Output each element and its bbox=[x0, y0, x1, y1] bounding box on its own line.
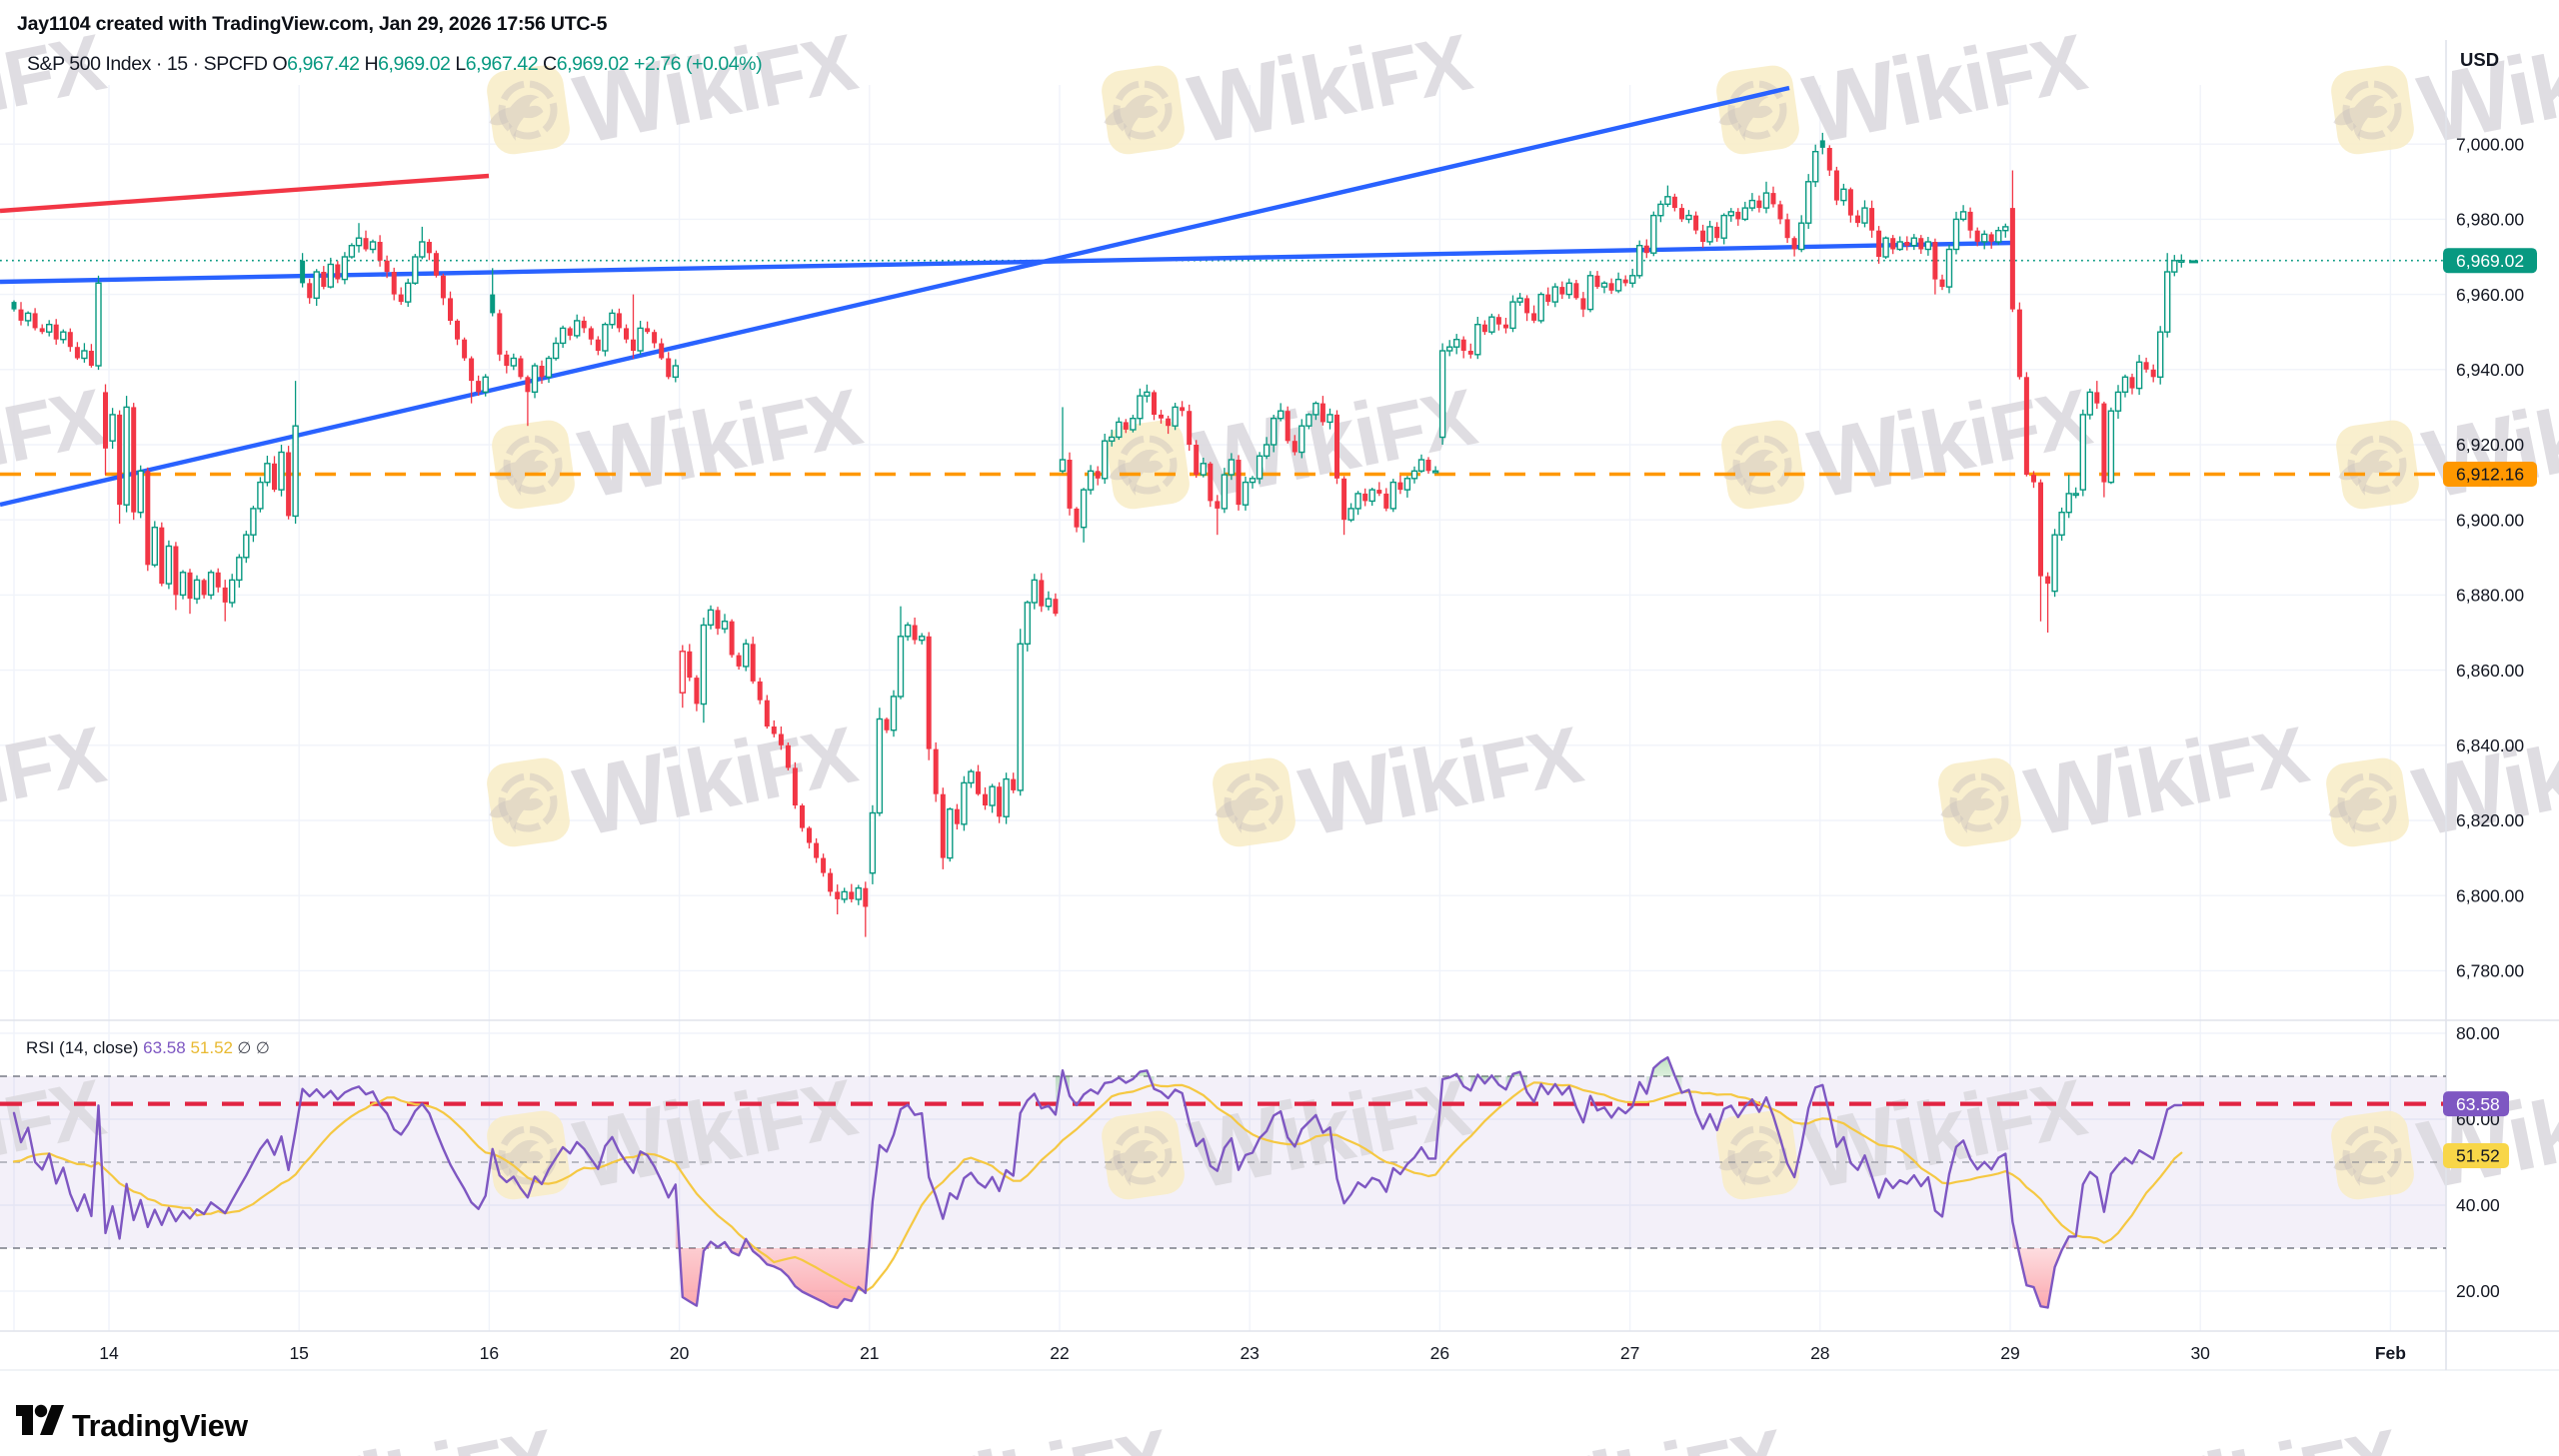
svg-text:63.58: 63.58 bbox=[2456, 1094, 2500, 1114]
svg-text:40.00: 40.00 bbox=[2456, 1195, 2500, 1215]
svg-text:29: 29 bbox=[2000, 1343, 2019, 1363]
svg-text:6,880.00: 6,880.00 bbox=[2456, 586, 2524, 606]
svg-text:6,969.02: 6,969.02 bbox=[2456, 251, 2524, 271]
svg-text:16: 16 bbox=[480, 1343, 499, 1363]
svg-text:Feb: Feb bbox=[2375, 1343, 2406, 1363]
svg-text:26: 26 bbox=[1430, 1343, 1449, 1363]
svg-text:15: 15 bbox=[289, 1343, 308, 1363]
svg-text:28: 28 bbox=[1810, 1343, 1829, 1363]
svg-text:S&P 500 Index · 15 · SPCFD O6: S&P 500 Index · 15 · SPCFD O6,967.42 H6,… bbox=[27, 53, 762, 75]
svg-text:23: 23 bbox=[1240, 1343, 1259, 1363]
svg-text:20: 20 bbox=[670, 1343, 690, 1363]
svg-text:14: 14 bbox=[99, 1343, 119, 1363]
svg-text:6,920.00: 6,920.00 bbox=[2456, 435, 2524, 455]
svg-text:TradingView: TradingView bbox=[72, 1409, 248, 1443]
svg-text:30: 30 bbox=[2190, 1343, 2210, 1363]
svg-text:7,000.00: 7,000.00 bbox=[2456, 134, 2524, 154]
svg-text:RSI (14, close) 63.58 51.52 ∅: RSI (14, close) 63.58 51.52 ∅ ∅ bbox=[26, 1038, 270, 1057]
svg-text:6,912.16: 6,912.16 bbox=[2456, 465, 2524, 485]
svg-text:51.52: 51.52 bbox=[2456, 1146, 2500, 1166]
svg-text:6,860.00: 6,860.00 bbox=[2456, 661, 2524, 681]
svg-text:Jay1104 created with TradingVi: Jay1104 created with TradingView.com, Ja… bbox=[17, 13, 608, 35]
svg-text:6,820.00: 6,820.00 bbox=[2456, 810, 2524, 830]
svg-text:USD: USD bbox=[2460, 49, 2499, 70]
svg-text:21: 21 bbox=[860, 1343, 879, 1363]
svg-text:6,980.00: 6,980.00 bbox=[2456, 210, 2524, 230]
svg-text:27: 27 bbox=[1620, 1343, 1639, 1363]
svg-text:80.00: 80.00 bbox=[2456, 1023, 2500, 1043]
svg-text:6,940.00: 6,940.00 bbox=[2456, 360, 2524, 380]
svg-text:6,840.00: 6,840.00 bbox=[2456, 735, 2524, 755]
svg-text:20.00: 20.00 bbox=[2456, 1281, 2500, 1301]
svg-text:6,780.00: 6,780.00 bbox=[2456, 961, 2524, 981]
svg-text:6,900.00: 6,900.00 bbox=[2456, 510, 2524, 530]
svg-text:6,960.00: 6,960.00 bbox=[2456, 285, 2524, 305]
svg-text:22: 22 bbox=[1050, 1343, 1069, 1363]
svg-text:6,800.00: 6,800.00 bbox=[2456, 885, 2524, 905]
